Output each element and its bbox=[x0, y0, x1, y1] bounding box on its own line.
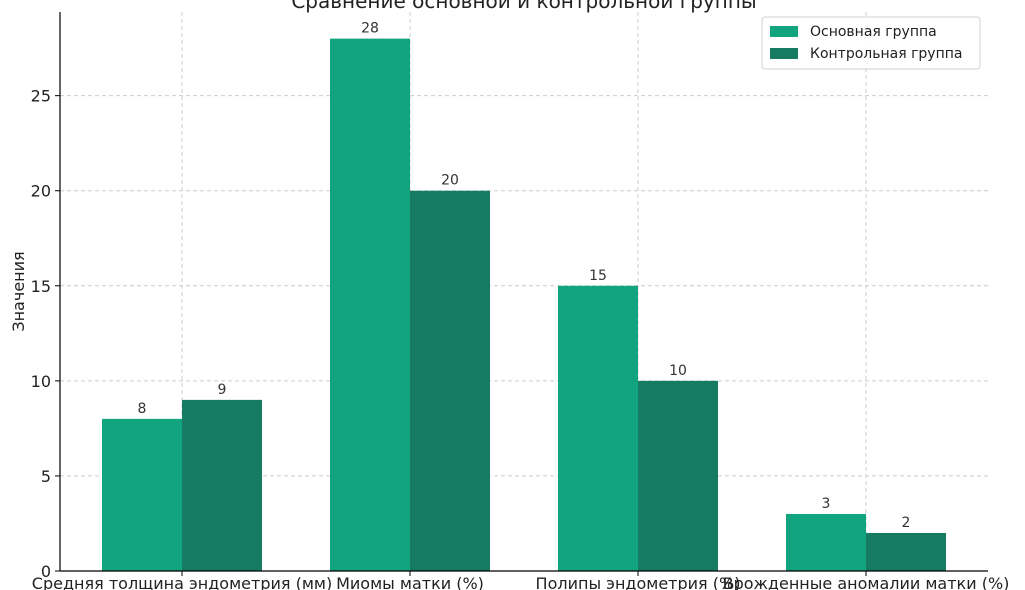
y-tick-label: 20 bbox=[31, 182, 51, 201]
x-tick-label: Средняя толщина эндометрия (мм) bbox=[32, 574, 332, 590]
data-label: 15 bbox=[589, 268, 607, 284]
bar bbox=[182, 399, 262, 571]
y-tick-label: 15 bbox=[31, 277, 51, 296]
y-tick-label: 10 bbox=[31, 372, 51, 391]
data-label: 3 bbox=[822, 496, 831, 512]
legend-swatch bbox=[770, 48, 798, 59]
bar bbox=[558, 285, 638, 571]
y-tick-label: 25 bbox=[31, 87, 51, 106]
bar bbox=[786, 513, 866, 571]
x-tick-labels: Средняя толщина эндометрия (мм) Миомы мат… bbox=[32, 574, 1010, 590]
data-label: 20 bbox=[441, 173, 459, 189]
y-tick-label: 0 bbox=[41, 562, 51, 581]
legend-box bbox=[761, 16, 981, 70]
x-tick-label: Миомы матки (%) bbox=[336, 574, 484, 590]
y-tick-labels: 0 5 10 15 20 25 bbox=[31, 87, 51, 581]
bar bbox=[102, 418, 182, 571]
data-label: 8 bbox=[138, 401, 147, 417]
data-labels: 8 28 15 3 9 20 10 2 bbox=[138, 21, 911, 531]
x-tick-label: Врожденные аномалии матки (%) bbox=[723, 574, 1010, 590]
legend-label: Основная группа bbox=[810, 24, 937, 40]
axes bbox=[55, 12, 988, 576]
data-label: 28 bbox=[361, 21, 379, 37]
legend-label: Контрольная группа bbox=[810, 46, 962, 62]
data-label: 2 bbox=[902, 515, 911, 531]
legend-swatch bbox=[770, 26, 798, 37]
data-label: 9 bbox=[218, 382, 227, 398]
bar bbox=[638, 380, 718, 571]
bars bbox=[102, 38, 946, 572]
y-tick-label: 5 bbox=[41, 467, 51, 486]
bar bbox=[866, 532, 946, 571]
bar bbox=[410, 190, 490, 571]
x-tick-label: Полипы эндометрия (%) bbox=[536, 574, 741, 590]
data-label: 10 bbox=[669, 363, 687, 379]
legend: Основная группа Контрольная группа bbox=[761, 16, 981, 70]
chart-title: Сравнение основной и контрольной группы bbox=[291, 0, 756, 13]
bar bbox=[330, 38, 410, 572]
y-axis-title: Значения bbox=[9, 251, 28, 331]
